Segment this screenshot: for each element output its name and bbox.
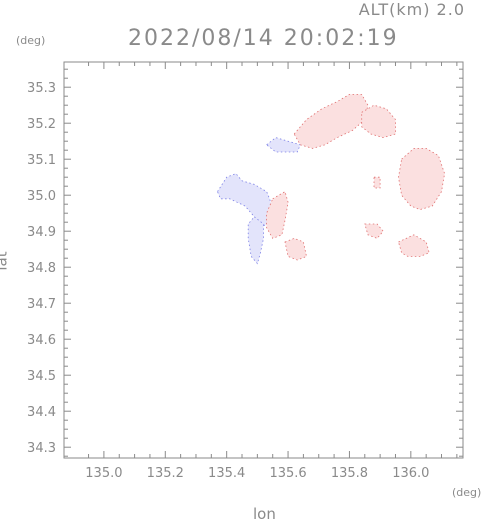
echo-region-receding <box>361 104 396 139</box>
timestamp-title: 2022/08/14 20:02:19 <box>128 26 399 51</box>
y-tick-label: 35.1 <box>27 153 56 168</box>
y-tick-label: 34.4 <box>27 405 56 420</box>
y-tick-label: 35.3 <box>27 81 56 96</box>
x-tick-label: 135.4 <box>208 466 245 481</box>
echo-region-approaching <box>247 216 264 265</box>
echo-region-approaching <box>265 137 301 153</box>
echo-region-approaching <box>217 173 274 229</box>
x-tick-label: 136.0 <box>392 466 429 481</box>
x-tick-label: 135.0 <box>85 466 122 481</box>
echo-region-receding <box>266 190 289 239</box>
plot-frame <box>63 61 464 459</box>
y-tick-label: 34.8 <box>27 261 56 276</box>
echo-region-receding <box>293 94 369 149</box>
echo-region-receding <box>373 176 381 189</box>
y-tick-label: 35.0 <box>27 189 56 204</box>
echo-layer <box>217 94 446 265</box>
y-tick-label: 34.3 <box>27 441 56 456</box>
y-tick-label: 34.9 <box>27 225 56 240</box>
echo-region-receding <box>284 237 307 261</box>
x-axis-label: lon <box>253 505 276 523</box>
altitude-label: ALT(km) 2.0 <box>358 0 465 19</box>
echo-region-receding <box>398 234 430 257</box>
y-tick-label: 34.6 <box>27 333 56 348</box>
lon-unit-label: (deg) <box>452 486 482 499</box>
lat-unit-label: (deg) <box>16 34 46 47</box>
y-tick-label: 34.5 <box>27 369 56 384</box>
tick-layer <box>64 62 463 458</box>
y-tick-label: 34.7 <box>27 297 56 312</box>
y-tick-label: 35.2 <box>27 117 56 132</box>
x-tick-label: 135.6 <box>269 466 306 481</box>
x-tick-label: 135.2 <box>147 466 184 481</box>
echo-region-receding <box>398 147 446 211</box>
x-tick-label: 135.8 <box>331 466 368 481</box>
tick-label-layer: 135.0 135.2 135.4 135.6 135.8 136.0 34.3 34.4 34… <box>27 81 429 481</box>
echo-region-receding <box>364 223 384 239</box>
